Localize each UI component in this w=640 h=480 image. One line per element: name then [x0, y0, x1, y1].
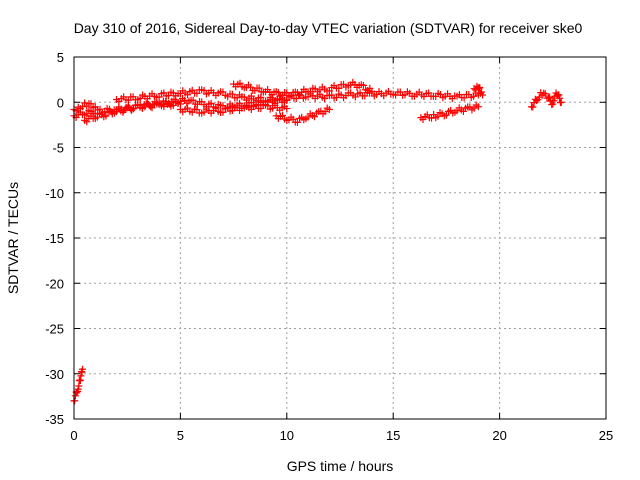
- y-tick-label: -5: [52, 141, 64, 156]
- x-tick-label: 15: [386, 428, 400, 443]
- point-marker: [359, 81, 367, 89]
- axis-ticks: 0 5 10 15 20 25 5 0 -5 -10 -15 -20 -25 -30 -35: [45, 50, 613, 443]
- series-arc-4: [81, 95, 291, 126]
- series-arc-1-low: [70, 365, 87, 405]
- point-marker: [73, 389, 81, 397]
- point-marker: [71, 397, 79, 405]
- y-tick-label: -10: [45, 186, 64, 201]
- point-marker: [434, 112, 442, 120]
- point-marker: [228, 106, 236, 114]
- x-axis-label: GPS time / hours: [287, 458, 394, 474]
- x-tick-label: 0: [70, 428, 77, 443]
- point-marker: [321, 108, 329, 116]
- point-marker: [91, 103, 99, 111]
- point-marker: [207, 99, 215, 107]
- y-axis-label: SDTVAR / TECUs: [5, 182, 21, 294]
- series-arc-7: [176, 101, 291, 117]
- point-marker: [87, 100, 95, 108]
- y-tick-label: -30: [45, 367, 64, 382]
- y-tick-label: 5: [57, 50, 64, 65]
- y-tick-label: -35: [45, 412, 64, 427]
- point-marker: [287, 92, 295, 100]
- point-marker: [93, 113, 101, 121]
- x-tick-label: 5: [177, 428, 184, 443]
- point-marker: [335, 84, 343, 92]
- point-marker: [279, 111, 287, 119]
- series-arc-6: [230, 78, 376, 100]
- point-marker: [555, 91, 563, 99]
- x-tick-label: 10: [280, 428, 294, 443]
- point-marker: [193, 89, 201, 97]
- point-marker: [476, 83, 484, 91]
- series-arc-10: [470, 82, 487, 99]
- point-marker: [479, 91, 487, 99]
- point-marker: [556, 94, 564, 102]
- y-tick-label: -20: [45, 276, 64, 291]
- y-tick-label: -25: [45, 322, 64, 337]
- point-marker: [546, 93, 554, 101]
- series-arc-12: [549, 89, 565, 107]
- point-marker: [529, 103, 537, 111]
- point-marker: [228, 90, 236, 98]
- point-marker: [79, 365, 87, 373]
- y-tick-label: 0: [57, 95, 64, 110]
- y-tick-label: -15: [45, 231, 64, 246]
- series-arc-9: [417, 101, 482, 124]
- point-marker: [292, 95, 300, 103]
- point-marker: [550, 97, 558, 105]
- point-marker: [189, 96, 197, 104]
- point-marker: [283, 105, 291, 113]
- point-marker: [460, 94, 468, 102]
- point-marker: [541, 90, 549, 98]
- point-marker: [274, 88, 282, 96]
- point-marker: [474, 103, 482, 111]
- series-arc-8: [272, 104, 333, 126]
- point-marker: [255, 84, 263, 92]
- x-tick-label: 25: [599, 428, 613, 443]
- series-arc-3: [70, 99, 99, 115]
- data-points: [70, 78, 565, 405]
- point-marker: [138, 104, 146, 112]
- grid: [74, 57, 606, 419]
- point-marker: [325, 105, 333, 113]
- point-marker: [293, 118, 301, 126]
- point-marker: [442, 111, 450, 119]
- chart-title: Day 310 of 2016, Sidereal Day-to-day VTE…: [74, 20, 583, 36]
- x-tick-label: 20: [492, 428, 506, 443]
- point-marker: [368, 87, 376, 95]
- point-marker: [557, 98, 565, 106]
- point-marker: [102, 112, 110, 120]
- point-marker: [310, 113, 318, 121]
- point-marker: [79, 103, 87, 111]
- point-marker: [478, 88, 486, 96]
